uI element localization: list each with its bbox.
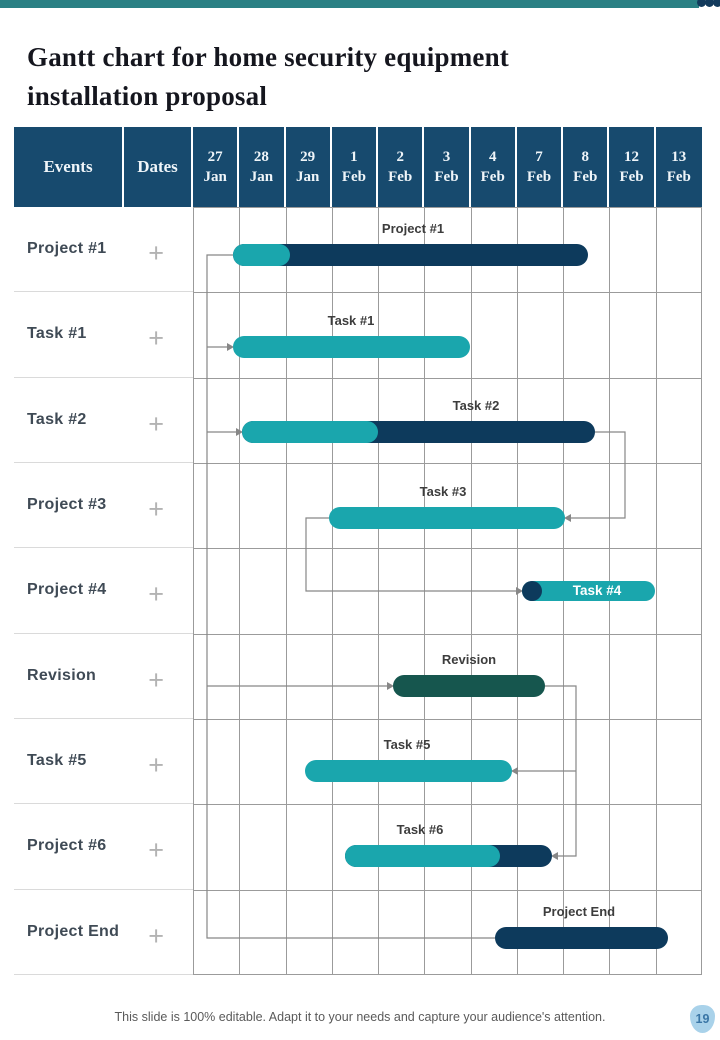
table-row: Task #1 + [14,292,193,378]
gantt-bar-label: Project End [542,904,616,919]
event-label: Task #1 [27,325,87,343]
gantt-bar-inner-label: Task #4 [572,583,622,598]
table-row: Project #3 + [14,463,193,549]
connector-line [571,431,626,519]
gantt-bar-segment [393,675,545,697]
gantt-bar-segment [233,244,588,266]
header-date-day: 3 [442,149,451,165]
connector-line [305,517,516,592]
header-date-day: 8 [581,149,590,165]
connector-arrow-icon [564,514,571,522]
event-label: Project #3 [27,496,107,514]
event-label: Project #6 [27,837,107,855]
header-date-day: 1 [350,149,358,165]
header-date-day: 4 [488,149,497,165]
connector-arrow-icon [511,767,518,775]
table-row: Task #2 + [14,378,193,463]
connector-line [206,254,495,939]
table-row: Project #4 + [14,548,193,634]
header-date-month: Jan [295,169,320,185]
header-date-month: Feb [434,169,459,185]
header-cell-date: 27 Jan [193,127,240,207]
gantt-bar-segment [233,244,290,266]
connector-arrow-icon [387,682,394,690]
gantt-bar-label: Task #5 [383,737,431,752]
header-date-day: 27 [207,149,223,165]
connector-arrow-icon [551,852,558,860]
header-date-day: 28 [253,149,269,165]
gantt-bar-segment [329,507,565,529]
header-cell-date: 28 Jan [239,127,286,207]
event-label: Task #2 [27,410,87,428]
header-date-month: Feb [388,169,413,185]
gantt-bar-segment [233,336,470,358]
header-cell-date: 7 Feb [517,127,564,207]
header-date-month: Feb [341,169,367,185]
table-row: Project #6 + [14,804,193,890]
header-date-day: 7 [535,149,543,165]
header-cell-dates: Dates [124,127,193,207]
page-title: Gantt chart for home security equipment … [27,42,509,112]
header-date-month: Feb [666,169,691,185]
event-label: Project End [27,922,120,940]
gantt-bar-segment [345,845,500,867]
gantt-bar-segment [242,421,378,443]
gantt-bar-segment [522,581,655,601]
table-row: Project #1 + [14,207,193,293]
gantt-body: Project #1 Task #1 Task #2 Task #3 Task #4 Re… [14,207,702,975]
header-cell-date: 12 Feb [609,127,656,207]
table-row: Task #5 + [14,719,193,805]
corner-dot-icon [697,0,706,7]
gantt-chart-area: Project #1 Task #1 Task #2 Task #3 Task #4 Re… [193,207,702,975]
table-row: Revision + [14,634,193,719]
header-cell-date: 2 Feb [378,127,425,207]
header-date-day: 2 [396,149,404,165]
event-label: Task #5 [27,752,87,770]
header-cell-date: 3 Feb [424,127,471,207]
gantt-bar-start-dot [522,581,542,601]
header-cell-date: 29 Jan [286,127,332,207]
gantt-bar-label: Task #3 [419,484,467,499]
event-label: Project #1 [27,240,107,258]
gantt-bar-label: Project #1 [381,221,445,236]
header-date-month: Feb [573,169,598,185]
gantt-bar-label: Task #6 [396,822,444,837]
header-cell-dates-label: Dates [137,157,178,176]
page-number-badge: 19 [690,1005,715,1033]
header-cell-date: 13 Feb [656,127,702,207]
event-label: Project #4 [27,581,107,599]
gantt-bar-label: Revision [441,652,497,667]
header-cell-date: 8 Feb [563,127,610,207]
top-accent-bar [0,0,699,8]
header-date-day: 29 [300,149,316,165]
header-date-month: Jan [203,169,227,185]
corner-dot-icon [713,0,720,7]
header-date-month: Jan [249,169,274,185]
header-date-month: Feb [619,169,644,185]
connector-arrow-icon [516,587,523,595]
footer-note: This slide is 100% editable. Adapt it to… [114,1010,606,1024]
gantt-bar-label: Task #2 [452,398,500,413]
corner-dot-icon [705,0,714,7]
gantt-bar-segment [305,760,512,782]
gantt-table: Events Dates 27 Jan 28 Jan 29 Jan 1 Feb 2 Feb 3 Feb 4 F… [14,127,702,975]
header-cell-events-label: Events [43,157,93,176]
header-cell-date: 4 Feb [471,127,517,207]
header-cell-date: 1 Feb [332,127,379,207]
table-row: Project End + [14,890,193,975]
header-date-day: 12 [624,149,640,165]
header-date-month: Feb [480,169,505,185]
connector-arrow-icon [236,428,243,436]
header-date-day: 13 [671,149,687,165]
gantt-bar-label: Task #1 [327,313,375,328]
header-date-month: Feb [526,169,552,185]
gantt-header-row: Events Dates 27 Jan 28 Jan 29 Jan 1 Feb 2 Feb 3 Feb 4 F… [14,127,702,207]
header-cell-events: Events [14,127,124,207]
connector-arrow-icon [227,343,234,351]
gantt-bar-segment [495,927,668,949]
event-label: Revision [27,666,97,684]
